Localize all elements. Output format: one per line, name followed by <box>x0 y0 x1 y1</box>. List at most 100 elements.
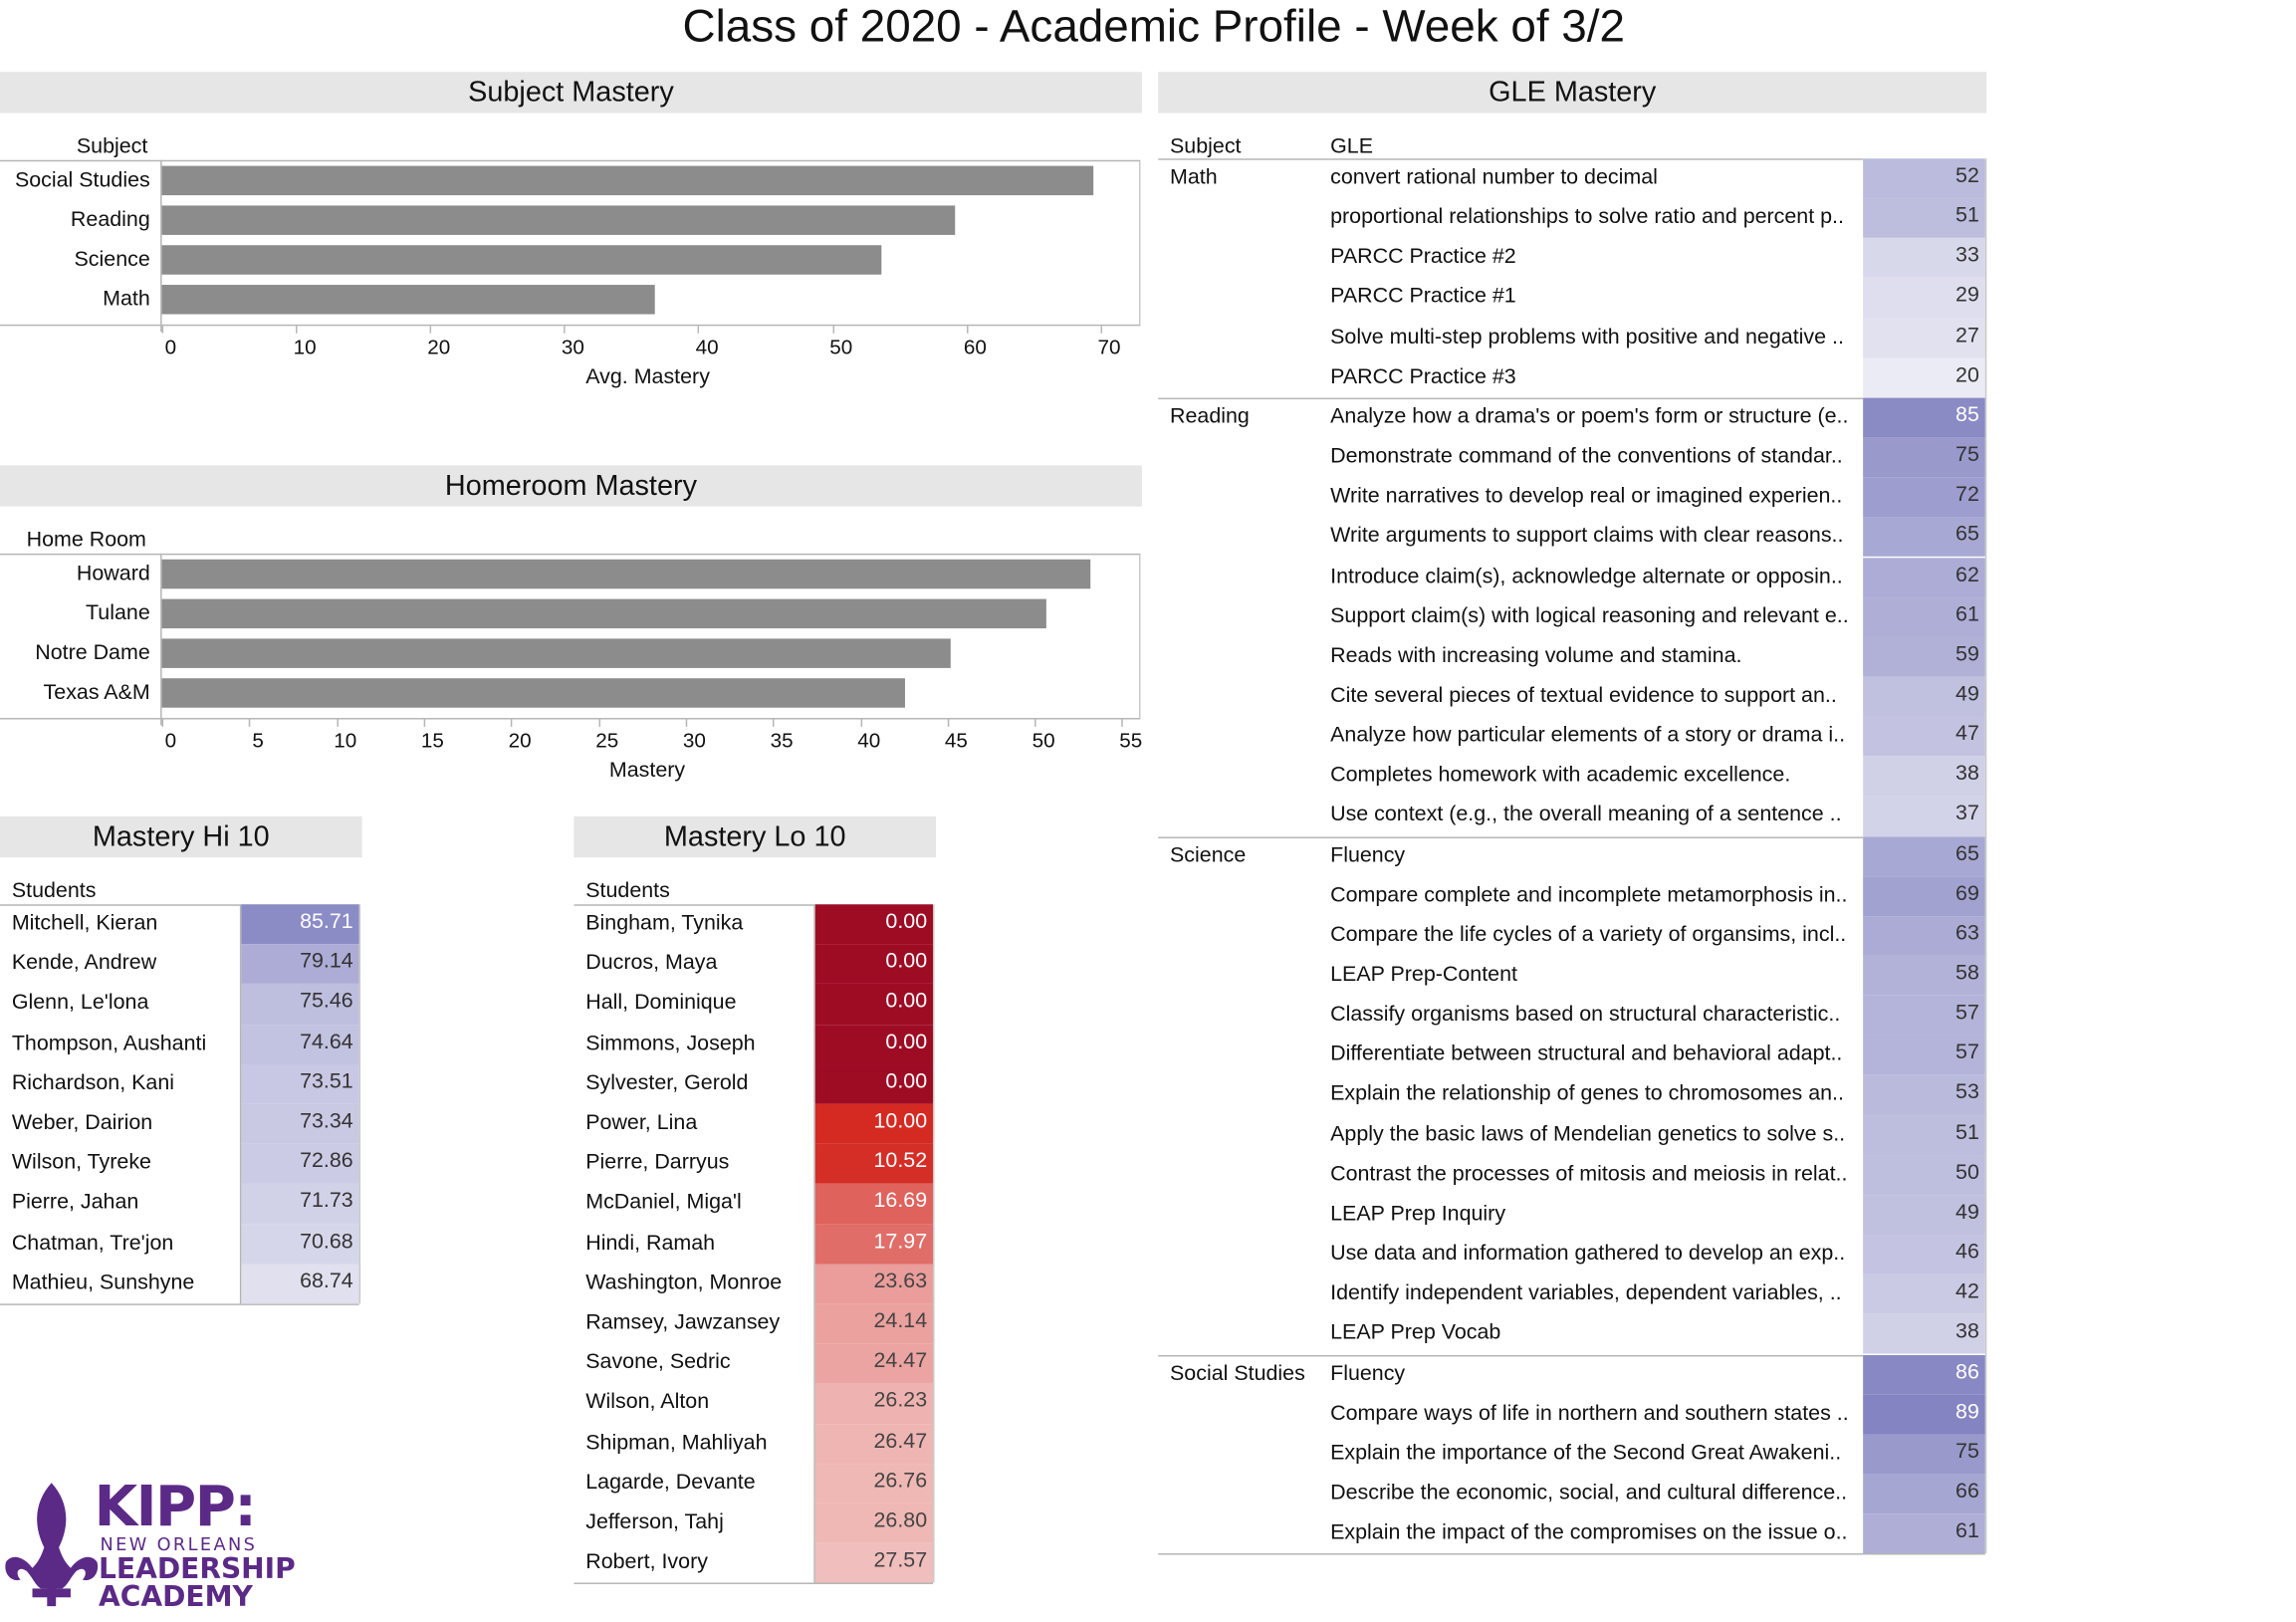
homeroom-tick-mark <box>597 719 600 727</box>
lo10-score-cell: 0.00 <box>814 1024 934 1064</box>
gle-name-cell: convert rational number to decimal <box>1330 165 1658 190</box>
subject-category-label: Science <box>74 248 150 272</box>
hi10-student-name: Mitchell, Kieran <box>11 911 158 936</box>
gle-subject-label: Science <box>1170 843 1247 867</box>
homeroom-tick-mark <box>511 719 513 727</box>
gle-score-cell: 58 <box>1863 955 1985 996</box>
homeroom-tick-mark <box>773 719 775 727</box>
gle-name-cell: Use context (e.g., the overall meaning o… <box>1330 804 1842 827</box>
homeroom-tick-label: 35 <box>770 728 794 752</box>
gle-score-cell: 89 <box>1863 1394 1985 1435</box>
lo10-score-cell: 23.63 <box>814 1264 934 1304</box>
gle-name-cell: Fluency <box>1330 843 1406 867</box>
fleur-de-lis-icon <box>5 1483 99 1607</box>
gle-score-cell: 29 <box>1863 278 1985 319</box>
gle-score-cell: 38 <box>1863 756 1985 797</box>
homeroom-tick-label: 50 <box>1032 728 1055 752</box>
hi10-student-name: Thompson, Aushanti <box>11 1031 207 1055</box>
lo10-student-name: Hindi, Ramah <box>585 1231 716 1256</box>
subject-bar <box>161 165 1094 196</box>
gle-name-cell: Compare ways of life in northern and sou… <box>1330 1401 1849 1426</box>
hi10-student-name: Wilson, Tyreke <box>11 1151 151 1175</box>
gle-name-cell: Classify organisms based on structural c… <box>1330 1003 1841 1027</box>
lo10-score-cell: 26.76 <box>814 1463 934 1504</box>
lo10-student-name: Jefferson, Tahj <box>585 1510 724 1534</box>
lo10-student-name: Hall, Dominique <box>585 991 737 1016</box>
homeroom-tick-label: 30 <box>682 728 706 752</box>
gle-score-cell: 52 <box>1863 158 1985 199</box>
homeroom-tick-label: 15 <box>420 728 444 752</box>
subject-bar <box>161 245 882 275</box>
gle-name-cell: Completes homework with academic excelle… <box>1330 764 1791 788</box>
gle-name-cell: Compare complete and incomplete metamorp… <box>1330 883 1848 907</box>
gle-name-cell: Apply the basic laws of Mendelian geneti… <box>1330 1122 1846 1146</box>
gle-name-cell: Cite several pieces of textual evidence … <box>1330 684 1837 708</box>
homeroom-tick-mark <box>423 719 426 727</box>
gle-name-cell: Write narratives to develop real or imag… <box>1330 484 1843 509</box>
gle-name-cell: Explain the relationship of genes to chr… <box>1330 1082 1844 1106</box>
gle-name-cell: LEAP Prep Vocab <box>1330 1321 1501 1346</box>
gle-score-cell: 49 <box>1863 676 1985 717</box>
homeroom-tick-mark <box>249 719 251 727</box>
hi10-student-name: Pierre, Jahan <box>11 1191 139 1215</box>
subject-bar <box>161 285 656 315</box>
gle-name-cell: Fluency <box>1330 1361 1406 1386</box>
lo10-score-cell: 26.47 <box>814 1423 934 1464</box>
lo10-score-cell: 10.52 <box>814 1143 934 1184</box>
lo10-score-cell: 24.47 <box>814 1343 934 1384</box>
logo-leadership: LEADERSHIP <box>99 1553 296 1586</box>
homeroom-tick-mark <box>1121 719 1124 727</box>
lo10-student-name: Bingham, Tynika <box>585 911 744 936</box>
gle-name-cell: Reads with increasing volume and stamina… <box>1330 644 1742 668</box>
gle-subject-col-label: Subject <box>1170 134 1242 159</box>
gle-name-cell: Use data and information gathered to dev… <box>1330 1242 1846 1267</box>
lo10-right-edge <box>933 904 935 1584</box>
lo10-score-cell: 0.00 <box>814 944 934 985</box>
gle-group-rule <box>1158 158 1864 160</box>
lo10-score-cell: 0.00 <box>814 984 934 1025</box>
homeroom-tick-label: 0 <box>164 728 177 752</box>
subject-tick-label: 40 <box>695 335 719 358</box>
subject-tick-mark <box>966 326 969 334</box>
gle-name-cell: Differentiate between structural and beh… <box>1330 1043 1843 1066</box>
gle-name-cell: Describe the economic, social, and cultu… <box>1330 1481 1848 1506</box>
lo10-student-name: Ramsey, Jawzansey <box>585 1310 781 1335</box>
gle-score-cell: 75 <box>1863 1434 1985 1475</box>
hi10-score-cell: 74.64 <box>241 1024 359 1064</box>
homeroom-tick-label: 40 <box>857 728 881 752</box>
gle-score-cell: 63 <box>1863 915 1985 956</box>
gle-col-label: GLE <box>1330 134 1373 159</box>
hi10-score-cell: 85.71 <box>241 904 359 945</box>
lo10-student-name: Savone, Sedric <box>585 1350 731 1375</box>
homeroom-bar <box>161 559 1091 589</box>
subject-x-axis-label: Avg. Mastery <box>585 365 710 389</box>
logo-new-orleans: NEW ORLEANS <box>100 1533 258 1555</box>
homeroom-plot-frame <box>160 553 1141 720</box>
subject-dim-label: Subject <box>76 134 148 159</box>
subject-category-label: Reading <box>70 208 150 232</box>
gle-name-cell: Demonstrate command of the conventions o… <box>1330 444 1843 469</box>
gle-score-cell: 33 <box>1863 238 1985 279</box>
lo10-bottom-rule <box>574 1583 934 1585</box>
lo10-score-cell: 0.00 <box>814 1063 934 1104</box>
gle-bottom-rule <box>1158 1553 1985 1555</box>
gle-subject-label: Social Studies <box>1170 1361 1305 1386</box>
homeroom-tick-mark <box>336 719 339 727</box>
hi10-student-name: Glenn, Le'lona <box>11 991 149 1016</box>
homeroom-top-rule <box>0 553 161 556</box>
homeroom-tick-mark <box>1034 719 1036 727</box>
hi10-score-cell: 73.51 <box>241 1063 359 1104</box>
gle-name-cell: Support claim(s) with logical reasoning … <box>1330 603 1849 628</box>
gle-score-cell: 85 <box>1863 397 1985 438</box>
subject-category-label: Social Studies <box>14 168 150 193</box>
hi10-score-cell: 70.68 <box>241 1224 359 1265</box>
homeroom-tick-label: 25 <box>595 728 619 752</box>
homeroom-tick-label: 20 <box>508 728 532 752</box>
gle-score-cell: 20 <box>1863 357 1985 398</box>
subject-axis-line <box>160 159 162 333</box>
gle-name-cell: Introduce claim(s), acknowledge alternat… <box>1330 564 1843 588</box>
homeroom-dim-label: Home Room <box>26 528 146 553</box>
gle-score-cell: 50 <box>1863 1155 1985 1196</box>
homeroom-tick-mark <box>161 719 164 727</box>
gle-name-cell: Explain the impact of the compromises on… <box>1330 1520 1848 1545</box>
